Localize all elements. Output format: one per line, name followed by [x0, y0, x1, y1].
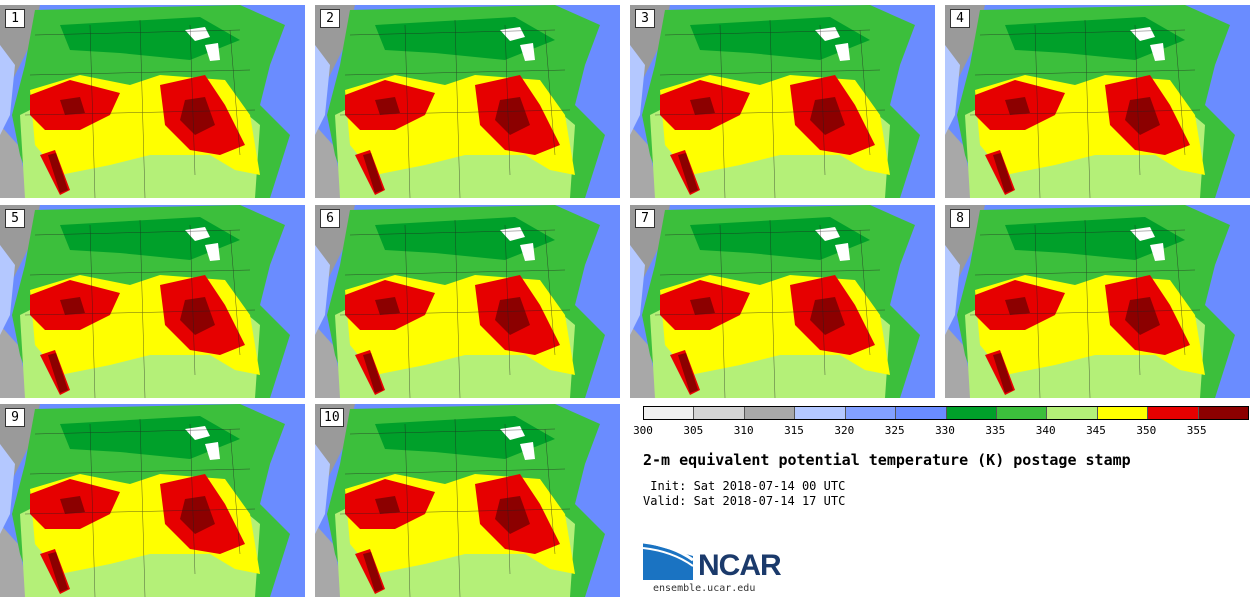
- map-graphic: [0, 5, 305, 198]
- colorbar-segment: [1198, 407, 1249, 419]
- colorbar-segment: [1097, 407, 1149, 419]
- colorbar-tick: 330: [935, 424, 955, 437]
- postage-stamp-map: 4: [945, 5, 1250, 198]
- colorbar-segment: [1148, 407, 1199, 419]
- colorbar-segment: [996, 407, 1048, 419]
- member-label: 6: [320, 209, 340, 228]
- colorbar-tick: 320: [834, 424, 855, 437]
- member-label: 4: [950, 9, 970, 28]
- member-label: 10: [320, 408, 344, 427]
- source-url: ensemble.ucar.edu: [653, 583, 756, 594]
- colorbar-segment: [946, 407, 997, 419]
- colorbar-segment: [744, 407, 796, 419]
- ncar-wordmark: NCAR: [698, 549, 782, 582]
- colorbar-tick: 355: [1186, 424, 1207, 437]
- map-graphic: [315, 404, 620, 597]
- colorbar-ticks: 300 305 310 315 320 325 330 335 340 345 …: [633, 424, 1247, 438]
- colorbar-tick: 340: [1035, 424, 1056, 437]
- colorbar-tick: 325: [884, 424, 905, 437]
- member-label: 9: [5, 408, 25, 427]
- colorbar-segment: [795, 407, 846, 419]
- member-label: 8: [950, 209, 970, 228]
- map-graphic: [945, 5, 1250, 198]
- postage-stamp-map: 2: [315, 5, 620, 198]
- colorbar-tick: 310: [733, 424, 754, 437]
- postage-stamp-map: 9: [0, 404, 305, 597]
- map-graphic: [315, 205, 620, 398]
- map-graphic: [945, 205, 1250, 398]
- map-graphic: [630, 5, 935, 198]
- colorbar-segment: [1047, 407, 1098, 419]
- colorbar-tick: 345: [1086, 424, 1106, 437]
- member-label: 7: [635, 209, 655, 228]
- colorbar-segment: [644, 407, 695, 419]
- colorbar-segment: [694, 407, 745, 419]
- postage-stamp-map: 6: [315, 205, 620, 398]
- map-graphic: [0, 404, 305, 597]
- postage-stamp-map: 3: [630, 5, 935, 198]
- colorbar-tick: 350: [1136, 424, 1157, 437]
- colorbar: [643, 406, 1249, 420]
- chart-title: 2-m equivalent potential temperature (K)…: [643, 451, 1131, 469]
- colorbar-tick: 305: [683, 424, 704, 437]
- ncar-logo-icon: [643, 540, 694, 580]
- member-label: 3: [635, 9, 655, 28]
- valid-time: Valid: Sat 2018-07-14 17 UTC: [643, 494, 846, 508]
- postage-stamp-map: 8: [945, 205, 1250, 398]
- postage-stamp-map: 1: [0, 5, 305, 198]
- colorbar-tick: 315: [784, 424, 804, 437]
- member-label: 1: [5, 9, 25, 28]
- map-graphic: [630, 205, 935, 398]
- member-label: 5: [5, 209, 25, 228]
- init-time: Init: Sat 2018-07-14 00 UTC: [643, 479, 846, 493]
- colorbar-tick: 335: [985, 424, 1006, 437]
- member-label: 2: [320, 9, 340, 28]
- map-graphic: [0, 205, 305, 398]
- postage-stamp-map: 10: [315, 404, 620, 597]
- colorbar-tick: 300: [633, 424, 653, 437]
- postage-stamp-map: 5: [0, 205, 305, 398]
- map-graphic: [315, 5, 620, 198]
- colorbar-segment: [845, 407, 897, 419]
- postage-stamp-map: 7: [630, 205, 935, 398]
- colorbar-segment: [896, 407, 947, 419]
